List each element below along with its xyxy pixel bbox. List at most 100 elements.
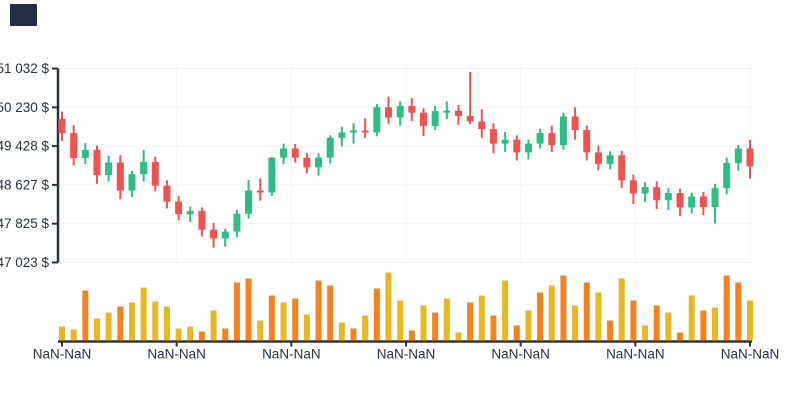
candle-body: [315, 157, 323, 168]
candle-body: [571, 116, 579, 131]
volume-bar: [642, 325, 649, 341]
candle-body: [653, 187, 661, 201]
candle-body: [373, 107, 381, 133]
volume-bar: [59, 326, 65, 341]
candle-body: [186, 210, 194, 215]
candle-body: [676, 192, 684, 208]
volume-bar: [128, 302, 135, 341]
volume-bar: [140, 287, 147, 341]
volume-bar: [233, 282, 240, 341]
x-tick-label: NaN-NaN: [147, 347, 206, 362]
candle-body: [629, 180, 637, 194]
volume-bar: [257, 320, 264, 341]
volume-bar: [560, 275, 567, 341]
x-tick-label: NaN-NaN: [721, 347, 780, 362]
y-tick-label: 51 032 $: [0, 61, 49, 76]
candle-body: [140, 161, 148, 175]
volume-bar: [362, 315, 369, 341]
volume-bar: [688, 295, 695, 341]
candle-body: [466, 116, 474, 122]
volume-bar: [653, 305, 660, 341]
volume-bar: [467, 302, 474, 341]
volume-bar: [630, 300, 637, 341]
candle-body: [151, 161, 159, 186]
candle-body: [431, 111, 439, 127]
candle-body: [256, 190, 264, 193]
volume-bar: [70, 329, 77, 341]
brand-mark[interactable]: [10, 4, 37, 26]
volume-bar: [537, 292, 544, 341]
volume-bar: [747, 300, 753, 341]
candle-body: [93, 149, 101, 176]
candle-body: [536, 132, 544, 144]
volume-bar: [292, 298, 299, 341]
candle-body: [408, 105, 416, 113]
volume-bar: [677, 332, 684, 341]
candle-body: [58, 118, 66, 133]
volume-bar: [245, 278, 252, 341]
volume-bar: [222, 328, 229, 341]
candle-body: [501, 139, 509, 144]
candle-body: [221, 231, 229, 239]
candle-body: [128, 174, 136, 191]
volume-bar: [432, 312, 439, 341]
volume-bar: [665, 312, 672, 341]
volume-bar: [455, 332, 462, 341]
volume-bar: [327, 285, 334, 341]
x-tick-label: NaN-NaN: [262, 347, 321, 362]
candle-body: [326, 137, 334, 158]
volume-bar: [93, 318, 100, 341]
y-tick-label: 47 825 $: [0, 216, 49, 231]
candle-body: [478, 121, 486, 130]
volume-bar: [513, 325, 520, 341]
candle-body: [303, 157, 311, 168]
candle-body: [606, 155, 614, 164]
candle-body: [81, 149, 89, 159]
candle-body: [233, 213, 241, 232]
volume-bar: [315, 280, 322, 341]
volume-bar: [525, 310, 532, 341]
y-tick-label: 50 230 $: [0, 100, 49, 115]
candle-body: [513, 139, 521, 153]
volume-bar: [105, 312, 112, 341]
candle-body: [641, 187, 649, 194]
volume-bar: [618, 278, 625, 341]
candle-body: [618, 155, 626, 181]
candle-body: [385, 107, 393, 118]
x-tick-label: NaN-NaN: [606, 347, 665, 362]
volume-bar: [268, 295, 275, 341]
candle-body: [489, 129, 497, 144]
volume-bar: [117, 306, 124, 341]
volume-bar: [723, 275, 730, 341]
volume-bar: [700, 310, 707, 341]
volume-bar: [175, 328, 182, 341]
candle-body: [454, 110, 462, 117]
volume-bar: [502, 280, 509, 341]
volume-bar: [490, 315, 497, 341]
volume-bar: [187, 326, 194, 341]
volume-bar: [397, 300, 404, 341]
candle-body: [734, 148, 742, 163]
volume-bar: [408, 330, 415, 341]
candle-body: [350, 130, 358, 133]
volume-bar: [373, 288, 380, 341]
volume-bar: [583, 282, 590, 341]
candle-body: [396, 105, 404, 118]
candle-body: [361, 130, 369, 133]
candle-body: [163, 185, 171, 202]
volume-bar: [712, 307, 719, 341]
volume-bar: [572, 305, 579, 341]
candle-body: [280, 148, 288, 158]
candle-body: [245, 190, 253, 214]
candle-body: [175, 201, 183, 215]
candle-body: [210, 229, 218, 239]
volume-bar: [443, 298, 450, 341]
candle-body: [723, 162, 731, 189]
volume-bar: [548, 285, 555, 341]
volume-bar: [280, 302, 287, 341]
candle-body: [443, 110, 451, 113]
candle-body: [419, 112, 427, 127]
y-tick-label: 47 023 $: [0, 255, 49, 270]
volume-bar: [420, 305, 427, 341]
